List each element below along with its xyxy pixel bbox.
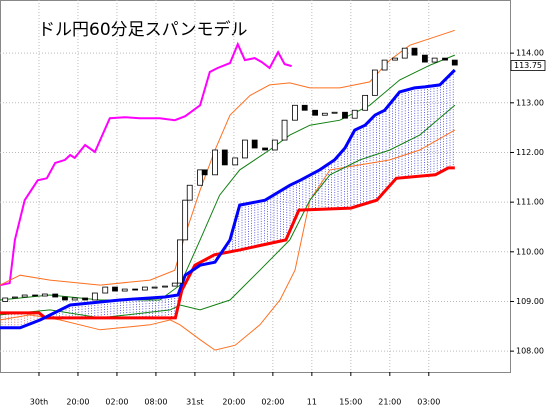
candle bbox=[71, 297, 78, 301]
candle bbox=[62, 296, 68, 301]
y-tick-label: 110.00 bbox=[516, 247, 544, 256]
x-tick-label: 30th bbox=[30, 398, 48, 407]
candle bbox=[91, 292, 98, 301]
x-tick-label: 21:00 bbox=[378, 398, 401, 407]
line-series bbox=[0, 104, 456, 319]
x-tick-label: 08:00 bbox=[144, 398, 167, 407]
candle bbox=[2, 297, 9, 302]
candle bbox=[401, 47, 408, 59]
candle bbox=[177, 239, 183, 284]
y-tick-label: 112.00 bbox=[516, 148, 544, 157]
candle bbox=[251, 139, 258, 149]
candle bbox=[292, 104, 298, 121]
candle bbox=[212, 149, 218, 176]
candle bbox=[262, 147, 268, 151]
candle bbox=[301, 104, 308, 111]
candle bbox=[442, 57, 448, 61]
candle bbox=[171, 282, 178, 287]
candle bbox=[421, 54, 428, 63]
plot-frame bbox=[0, 0, 511, 373]
candle bbox=[21, 294, 28, 298]
candle bbox=[32, 294, 38, 297]
candle bbox=[381, 59, 388, 71]
candle bbox=[392, 57, 398, 61]
candle bbox=[221, 149, 228, 166]
x-tick-label: 20:00 bbox=[222, 398, 245, 407]
x-tick-label: 11 bbox=[307, 398, 317, 407]
chart-title: ドル円60分足スパンモデル bbox=[38, 19, 247, 40]
candle bbox=[451, 59, 458, 66]
candle bbox=[331, 111, 338, 114]
candle bbox=[342, 111, 348, 119]
candle bbox=[141, 286, 148, 291]
candle bbox=[371, 69, 378, 96]
y-tick-label: 113.00 bbox=[516, 98, 544, 107]
x-tick-label: 20:00 bbox=[66, 398, 89, 407]
line-series bbox=[0, 129, 456, 351]
candle bbox=[431, 57, 438, 63]
candle bbox=[201, 169, 208, 176]
candle bbox=[242, 139, 248, 159]
y-tick-label: 111.00 bbox=[516, 198, 544, 207]
candle bbox=[182, 199, 189, 241]
last-price-label: 113.75 bbox=[514, 61, 542, 70]
x-tick-label: 15:00 bbox=[339, 398, 362, 407]
candle bbox=[197, 169, 204, 186]
candle bbox=[281, 119, 288, 141]
candle bbox=[351, 109, 358, 119]
candle bbox=[132, 288, 139, 291]
candle bbox=[12, 296, 18, 299]
candle bbox=[82, 297, 89, 301]
x-tick-label: 31st bbox=[186, 398, 203, 407]
line-series bbox=[0, 68, 456, 330]
candle bbox=[52, 293, 59, 298]
candle bbox=[232, 157, 239, 166]
candle bbox=[102, 286, 109, 294]
last-price-box bbox=[510, 60, 546, 71]
y-tick-label: 109.00 bbox=[516, 297, 544, 306]
y-tick-label: 108.00 bbox=[516, 347, 544, 356]
candle bbox=[151, 286, 158, 289]
candle bbox=[321, 112, 328, 116]
candle bbox=[186, 184, 193, 201]
candle bbox=[41, 293, 48, 297]
candle bbox=[411, 47, 418, 56]
x-tick-label: 02:00 bbox=[261, 398, 284, 407]
line-series bbox=[0, 41, 292, 287]
x-tick-label: 03:00 bbox=[417, 398, 440, 407]
candle bbox=[112, 286, 118, 292]
candle bbox=[162, 285, 168, 288]
y-tick-label: 114.00 bbox=[516, 49, 544, 58]
x-tick-label: 02:00 bbox=[105, 398, 128, 407]
candle bbox=[271, 139, 278, 151]
candle bbox=[121, 288, 128, 292]
candle bbox=[312, 109, 318, 116]
line-series bbox=[0, 166, 455, 320]
candle bbox=[362, 94, 369, 111]
